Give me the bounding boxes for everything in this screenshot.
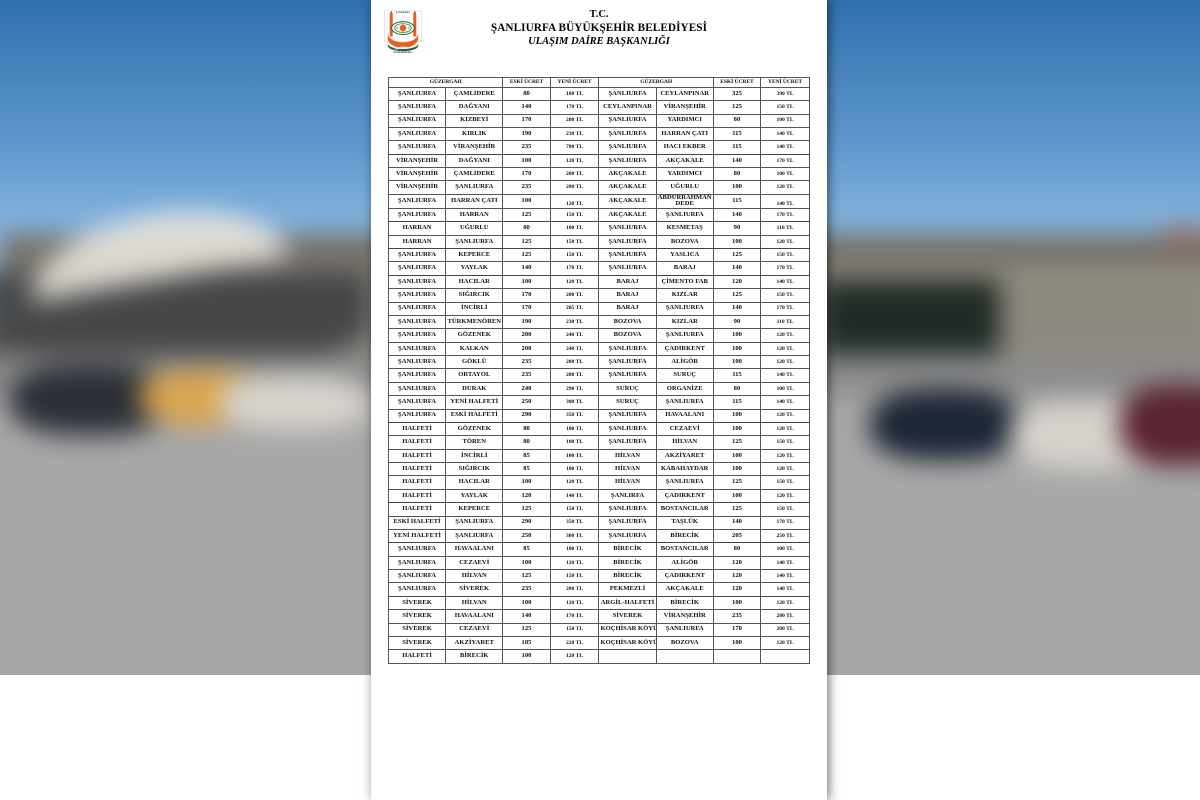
- svg-text:BÜYÜKŞEHİR BEL.: BÜYÜKŞEHİR BEL.: [393, 51, 413, 54]
